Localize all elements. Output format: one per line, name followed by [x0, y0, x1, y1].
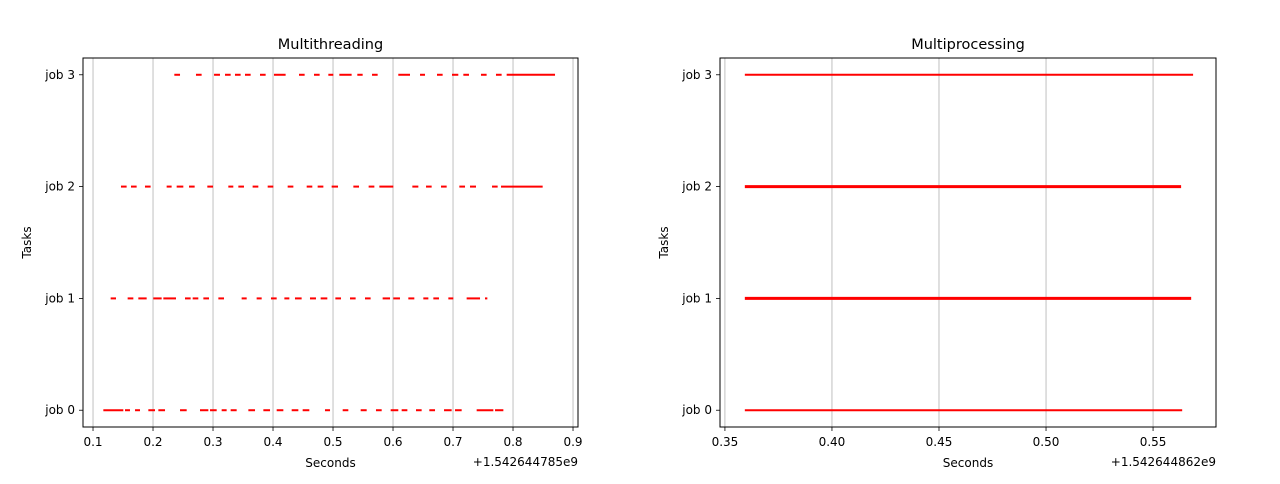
y-tick-label: job 1 [681, 291, 712, 305]
subplot-multithreading: 0.1 0.2 0.3 0.4 0.5 0.6 0.7 0.8 0.9 job 0 job 1 job… [20, 37, 583, 470]
y-axis-label: Tasks [20, 226, 34, 259]
subplot-multiprocessing: 0.35 0.40 0.45 0.50 0.55 job 0 job 1 job 2 job 3… [657, 37, 1217, 470]
x-tick-label: 0.4 [263, 435, 282, 449]
y-tick-label: job 2 [681, 180, 712, 194]
x-tick-label: 0.3 [203, 435, 222, 449]
y-tick-label: job 3 [681, 68, 712, 82]
x-axis-label: Seconds [305, 456, 355, 470]
x-tick-label: 0.45 [926, 435, 953, 449]
x-axis-label: Seconds [943, 456, 993, 470]
y-tick-label: job 0 [44, 403, 75, 417]
x-tick-label: 0.8 [503, 435, 522, 449]
y-tick-label: job 2 [44, 180, 75, 194]
axes-frame [82, 57, 579, 428]
y-axis-label: Tasks [657, 226, 671, 259]
x-tick-label: 0.6 [383, 435, 402, 449]
x-tick-label: 0.5 [323, 435, 342, 449]
y-tick-label: job 0 [681, 403, 712, 417]
x-tick-label: 0.9 [563, 435, 582, 449]
y-tick-label: job 1 [44, 291, 75, 305]
chart-title: Multiprocessing [911, 37, 1025, 53]
x-tick-label: 0.50 [1033, 435, 1060, 449]
chart-title: Multithreading [278, 37, 383, 53]
x-tick-label: 0.1 [83, 435, 102, 449]
x-tick-label: 0.2 [143, 435, 162, 449]
x-offset-label: +1.542644785e9 [473, 455, 578, 469]
y-tick-label: job 3 [44, 68, 75, 82]
x-tick-label: 0.35 [712, 435, 739, 449]
axes-frame [719, 57, 1217, 428]
x-offset-label: +1.542644862e9 [1111, 455, 1216, 469]
x-tick-label: 0.55 [1140, 435, 1167, 449]
x-tick-label: 0.7 [443, 435, 462, 449]
x-tick-label: 0.40 [819, 435, 846, 449]
